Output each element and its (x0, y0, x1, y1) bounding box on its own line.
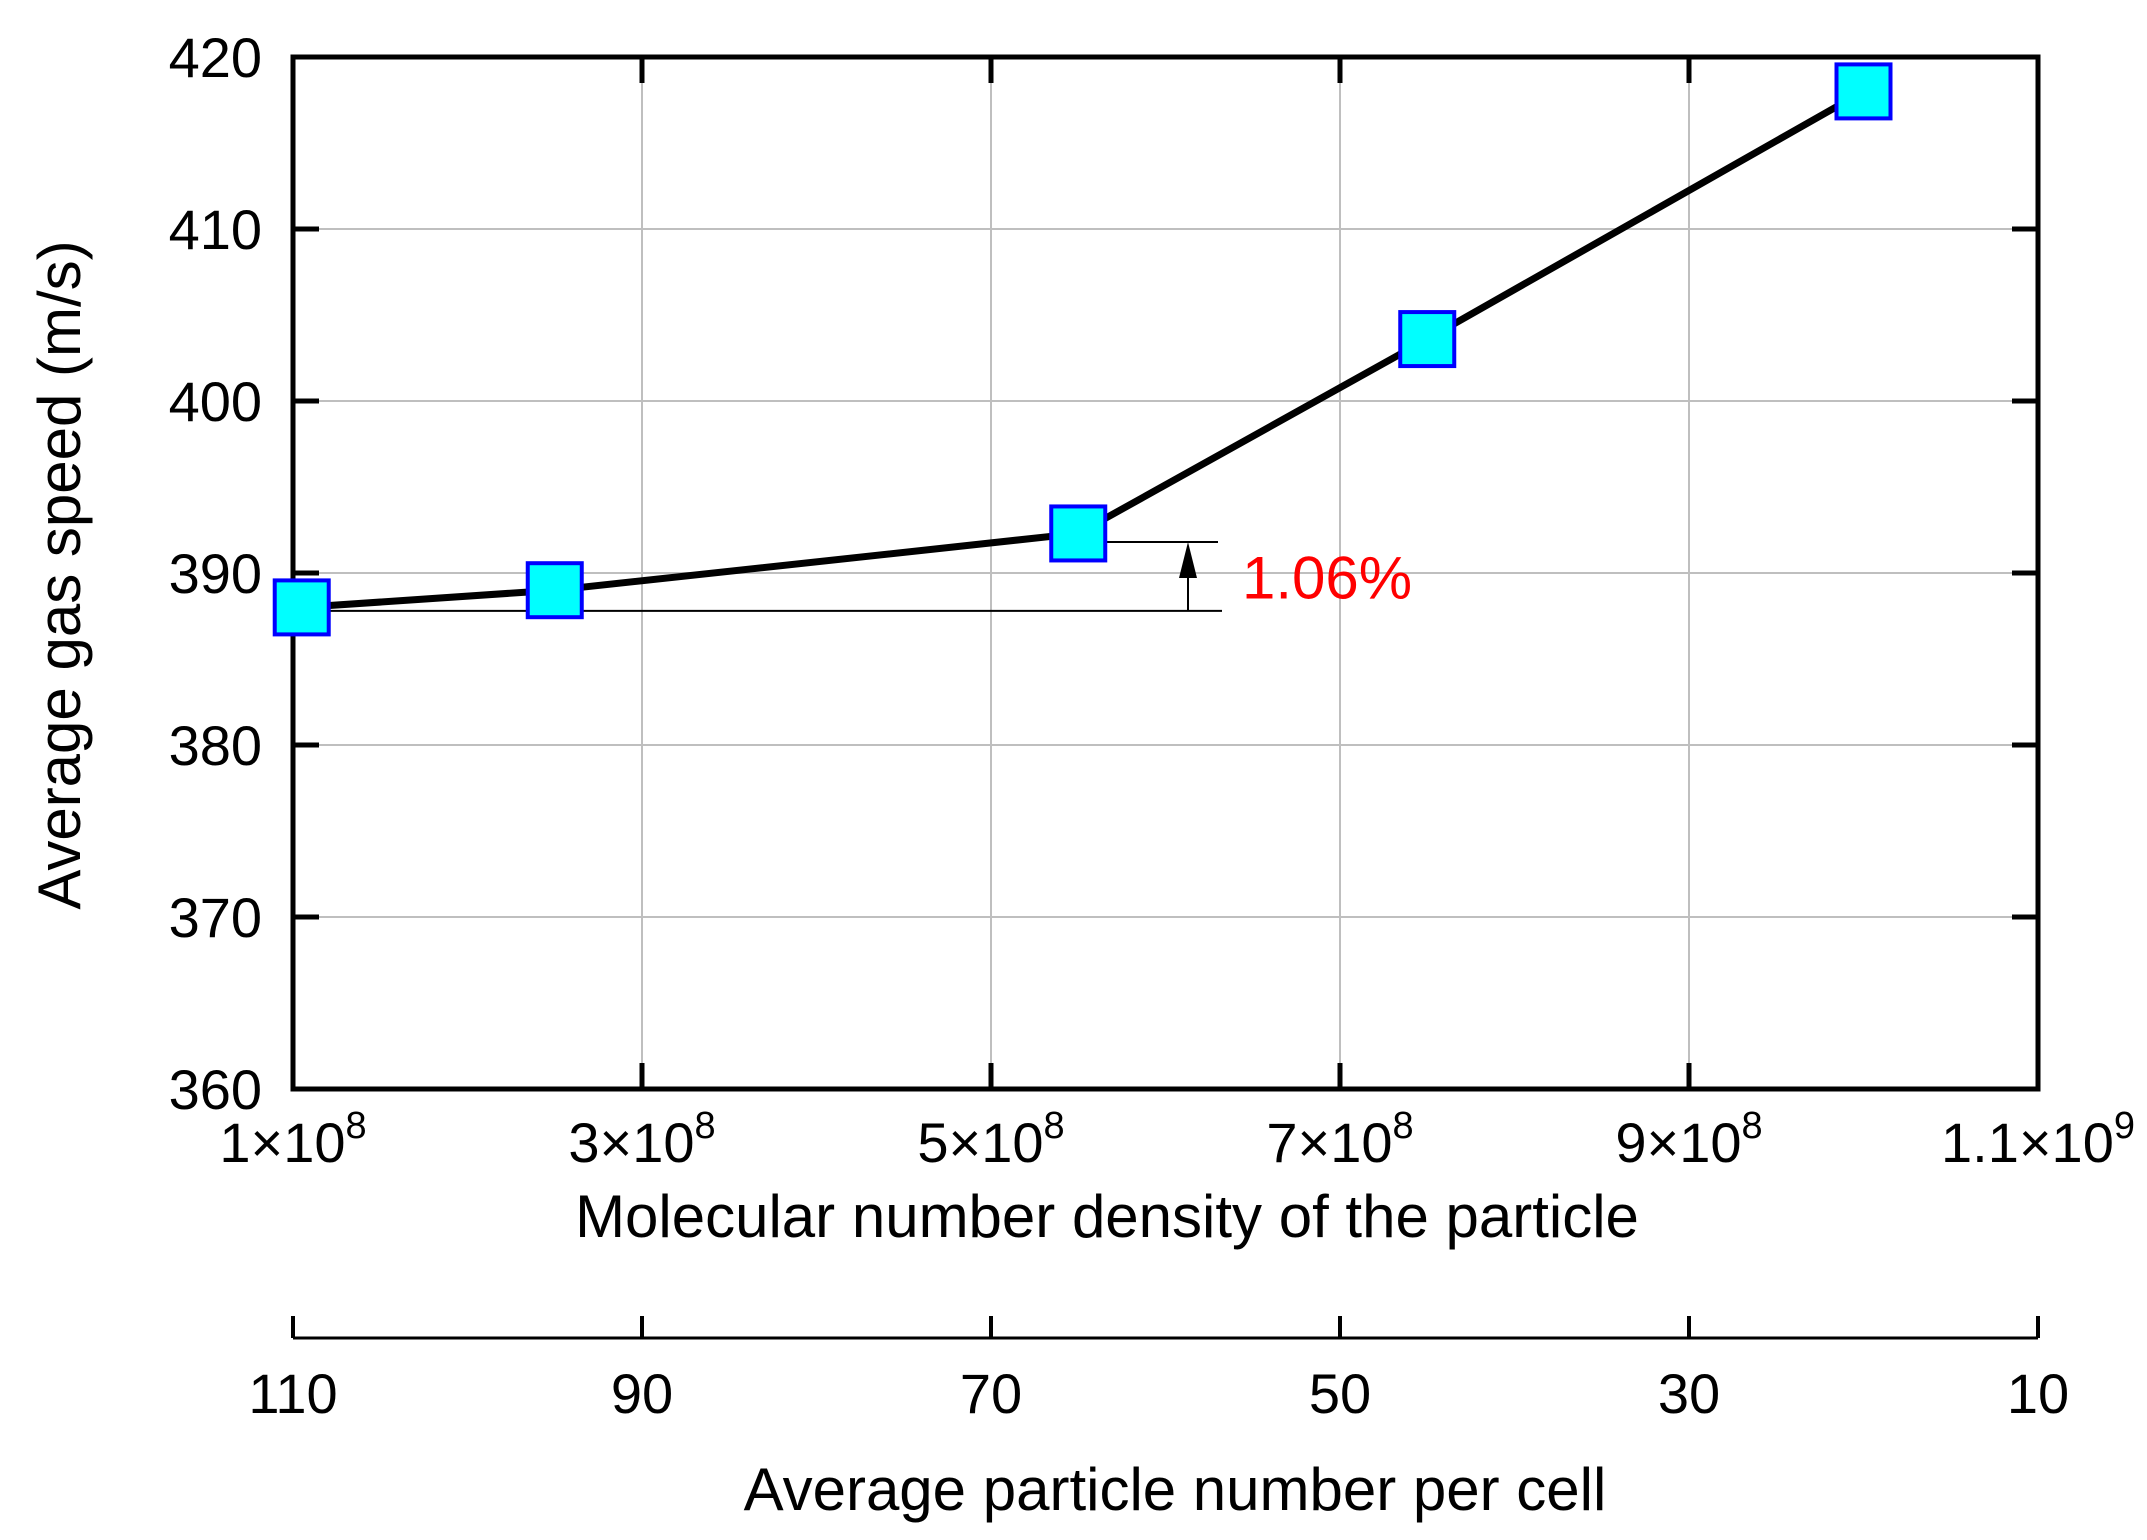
x-tick-label: 3×108 (568, 1105, 715, 1174)
x-tick-label: 1.1×109 (1941, 1105, 2135, 1174)
secondary-x-tick-label: 10 (2007, 1362, 2069, 1425)
secondary-x-tick-label: 90 (611, 1362, 673, 1425)
y-tick-labels: 360 370 380 390 400 410 420 (169, 26, 262, 1121)
secondary-x-tick-label: 30 (1658, 1362, 1720, 1425)
annotation-arrow-head (1179, 542, 1197, 579)
data-point-marker (272, 578, 331, 637)
series-markers (272, 62, 1893, 637)
data-point-marker (1398, 310, 1457, 369)
data-point-marker (1834, 62, 1893, 121)
x-tick-label: 5×108 (917, 1105, 1064, 1174)
data-point-marker (1049, 504, 1108, 563)
y-tick-label: 380 (169, 714, 262, 777)
x-tick-labels: 1×108 3×108 5×108 7×108 9×108 1.1×109 (219, 1105, 2135, 1174)
y-tick-label: 370 (169, 886, 262, 949)
annotation-label: 1.06% (1242, 544, 1412, 611)
y-tick-label: 390 (169, 542, 262, 605)
y-tick-label: 420 (169, 26, 262, 89)
secondary-x-tick-labels: 110 90 70 50 30 10 (248, 1362, 2069, 1425)
data-point-marker (525, 561, 584, 620)
secondary-x-axis-title: Average particle number per cell (744, 1456, 1607, 1523)
secondary-x-tick-label: 70 (960, 1362, 1022, 1425)
x-tick-label: 1×108 (219, 1105, 366, 1174)
y-axis-title: Average gas speed (m/s) (26, 240, 93, 909)
percent-annotation: 1.06% (301, 541, 1412, 612)
x-tick-label: 7×108 (1266, 1105, 1413, 1174)
axis-ticks (290, 54, 2041, 1092)
y-tick-label: 400 (169, 370, 262, 433)
secondary-x-tick-label: 110 (248, 1362, 337, 1425)
y-tick-label: 360 (169, 1058, 262, 1121)
secondary-x-axis (291, 1316, 2040, 1340)
x-axis-title: Molecular number density of the particle (575, 1183, 1639, 1250)
secondary-x-tick-label: 50 (1309, 1362, 1371, 1425)
y-tick-label: 410 (169, 198, 262, 261)
x-tick-label: 9×108 (1615, 1105, 1762, 1174)
grid-lines (293, 57, 2038, 1089)
